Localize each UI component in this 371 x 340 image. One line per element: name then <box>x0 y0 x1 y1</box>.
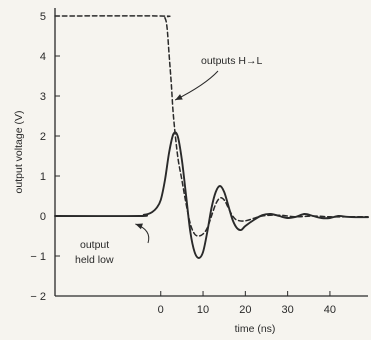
y-ticks: 5 4 3 2 1 0 − 1 − 2 <box>30 11 60 303</box>
x-tick-label: 10 <box>197 304 209 316</box>
outputs-annotation: outputs H→L <box>201 55 262 67</box>
axes <box>54 8 368 297</box>
x-ticks: 0 10 20 30 40 <box>158 291 336 316</box>
x-tick-label: 0 <box>158 304 164 316</box>
held-low-annotation-line1: output <box>80 239 109 251</box>
held-low-annotation-line2: held low <box>75 254 114 266</box>
y-tick-label: 2 <box>40 131 46 143</box>
held-low-arrow <box>135 223 150 244</box>
y-tick-label: − 1 <box>30 251 46 263</box>
x-tick-label: 30 <box>282 304 294 316</box>
y-tick-label: 3 <box>40 91 46 103</box>
y-tick-label: 5 <box>40 11 46 23</box>
y-tick-label: 1 <box>40 171 46 183</box>
outputs-arrowhead <box>175 94 183 100</box>
y-axis-title: output voltage (V) <box>13 111 25 194</box>
x-axis-title: time (ns) <box>235 323 276 335</box>
y-tick-label: − 2 <box>30 291 46 303</box>
series-group <box>54 15 369 259</box>
y-tick-label: 0 <box>40 211 46 223</box>
solid-series-line <box>54 131 369 259</box>
x-tick-label: 20 <box>239 304 251 316</box>
y-tick-label: 4 <box>40 51 46 63</box>
dashed-series-line <box>54 15 369 237</box>
held-low-arrowhead <box>135 223 143 230</box>
x-tick-label: 40 <box>324 304 336 316</box>
outputs-arrow <box>174 70 219 101</box>
